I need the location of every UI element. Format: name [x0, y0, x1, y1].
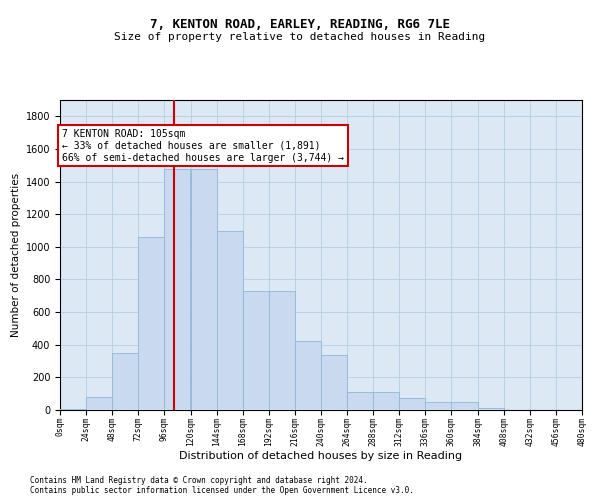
Bar	[139, 237, 164, 410]
Bar	[478, 408, 504, 410]
Bar	[347, 392, 373, 410]
Bar	[451, 402, 478, 410]
Text: Contains public sector information licensed under the Open Government Licence v3: Contains public sector information licen…	[30, 486, 414, 495]
Bar	[86, 397, 112, 410]
Text: 7, KENTON ROAD, EARLEY, READING, RG6 7LE: 7, KENTON ROAD, EARLEY, READING, RG6 7LE	[150, 18, 450, 30]
Bar	[60, 409, 86, 410]
Bar	[164, 168, 190, 410]
Bar	[242, 291, 269, 410]
Bar	[217, 230, 242, 410]
Text: Contains HM Land Registry data © Crown copyright and database right 2024.: Contains HM Land Registry data © Crown c…	[30, 476, 368, 485]
Text: Size of property relative to detached houses in Reading: Size of property relative to detached ho…	[115, 32, 485, 42]
Y-axis label: Number of detached properties: Number of detached properties	[11, 173, 22, 337]
Bar	[400, 398, 425, 410]
Bar	[191, 168, 217, 410]
Bar	[269, 291, 295, 410]
Text: 7 KENTON ROAD: 105sqm
← 33% of detached houses are smaller (1,891)
66% of semi-d: 7 KENTON ROAD: 105sqm ← 33% of detached …	[62, 130, 344, 162]
Bar	[112, 353, 138, 410]
Bar	[321, 354, 347, 410]
Bar	[425, 402, 452, 410]
Bar	[373, 392, 400, 410]
X-axis label: Distribution of detached houses by size in Reading: Distribution of detached houses by size …	[179, 451, 463, 461]
Bar	[295, 342, 321, 410]
